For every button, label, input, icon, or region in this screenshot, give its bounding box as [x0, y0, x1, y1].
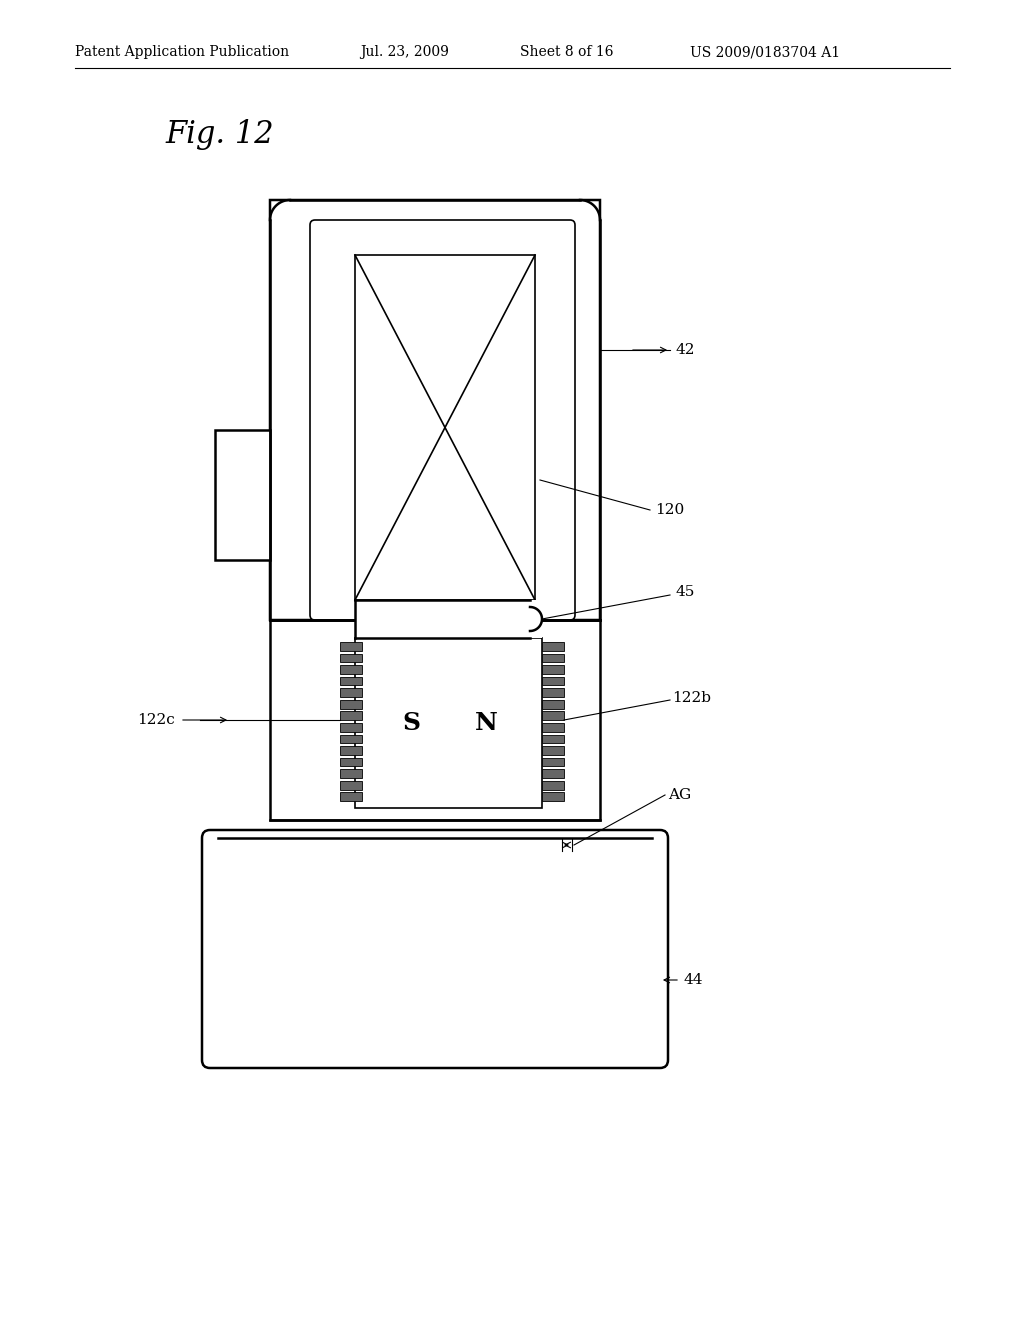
Bar: [542, 653, 564, 663]
Bar: [340, 770, 362, 777]
Bar: [350, 838, 569, 853]
Bar: [270, 201, 600, 620]
Text: N: N: [474, 711, 498, 735]
Bar: [542, 642, 564, 651]
FancyBboxPatch shape: [270, 201, 600, 620]
Text: Patent Application Publication: Patent Application Publication: [75, 45, 289, 59]
FancyBboxPatch shape: [270, 201, 600, 620]
Bar: [340, 688, 362, 697]
Bar: [340, 711, 362, 721]
Bar: [542, 781, 564, 789]
Text: 122b: 122b: [672, 690, 711, 705]
Bar: [355, 638, 542, 808]
Text: US 2009/0183704 A1: US 2009/0183704 A1: [690, 45, 840, 59]
Bar: [355, 601, 542, 638]
Text: Jul. 23, 2009: Jul. 23, 2009: [360, 45, 449, 59]
Bar: [340, 734, 362, 743]
Bar: [542, 723, 564, 731]
Bar: [215, 430, 270, 560]
Bar: [340, 792, 362, 801]
Bar: [340, 758, 362, 767]
Text: 45: 45: [675, 585, 694, 599]
Bar: [542, 734, 564, 743]
Text: Fig. 12: Fig. 12: [165, 120, 273, 150]
Bar: [542, 746, 564, 755]
Text: 122c: 122c: [137, 713, 175, 727]
Bar: [340, 642, 362, 651]
Bar: [270, 620, 600, 820]
Bar: [215, 430, 270, 560]
Bar: [542, 677, 564, 685]
Bar: [542, 665, 564, 673]
Bar: [542, 700, 564, 709]
Text: 120: 120: [655, 503, 684, 517]
Bar: [340, 653, 362, 663]
Text: S: S: [402, 711, 420, 735]
Bar: [340, 746, 362, 755]
Bar: [355, 255, 535, 601]
FancyBboxPatch shape: [202, 830, 668, 1068]
Bar: [542, 711, 564, 721]
Bar: [542, 688, 564, 697]
Text: AG: AG: [668, 788, 691, 803]
Bar: [340, 700, 362, 709]
Bar: [340, 665, 362, 673]
FancyBboxPatch shape: [310, 220, 575, 620]
Text: 42: 42: [675, 343, 694, 356]
Bar: [542, 792, 564, 801]
Bar: [340, 723, 362, 731]
Bar: [542, 758, 564, 767]
Bar: [340, 677, 362, 685]
Text: 44: 44: [683, 973, 702, 987]
Bar: [542, 770, 564, 777]
Bar: [340, 781, 362, 789]
Text: Sheet 8 of 16: Sheet 8 of 16: [520, 45, 613, 59]
